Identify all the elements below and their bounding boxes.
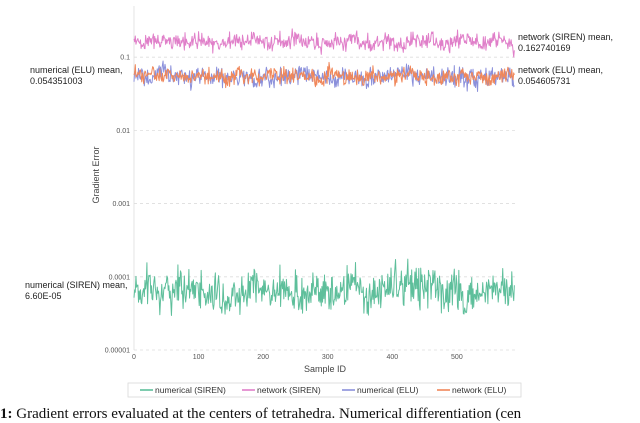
y-tick-label: 0.001 bbox=[112, 201, 130, 208]
legend-box bbox=[127, 382, 522, 398]
mean-annotation-text: network (SIREN) mean, bbox=[518, 32, 613, 42]
series-line bbox=[133, 61, 515, 89]
gradient-error-chart: 0.1 0.01 0.001 0.0001 0.00001 0 100 200 300 400 5… bbox=[25, 6, 614, 398]
mean-annotation-text: 0.054351003 bbox=[30, 76, 83, 86]
series-lines bbox=[133, 28, 515, 316]
y-tick-label: 0.0001 bbox=[109, 274, 131, 281]
y-tick-label: 0.01 bbox=[116, 128, 130, 135]
x-tick-label: 0 bbox=[132, 354, 136, 361]
legend: numerical (SIREN) network (SIREN) numerica… bbox=[140, 385, 506, 395]
y-axis-label: Gradient Error bbox=[91, 146, 101, 203]
x-tick-label: 300 bbox=[322, 354, 334, 361]
x-tick-label: 200 bbox=[257, 354, 269, 361]
y-tick-label: 0.00001 bbox=[105, 348, 130, 355]
legend-label: numerical (SIREN) bbox=[155, 385, 226, 395]
caption-label: 1: bbox=[0, 406, 13, 422]
y-axis-ticks: 0.1 0.01 0.001 0.0001 0.00001 bbox=[105, 55, 130, 355]
legend-label: numerical (ELU) bbox=[357, 385, 419, 395]
caption-text: Gradient errors evaluated at the centers… bbox=[12, 406, 522, 422]
mean-annotation-text: numerical (SIREN) mean, bbox=[25, 280, 128, 290]
mean-annotation-text: 0.162740169 bbox=[518, 43, 571, 53]
mean-annotation-text: numerical (ELU) mean, bbox=[30, 65, 123, 75]
mean-annotation-text: 6.60E-05 bbox=[25, 291, 62, 301]
x-axis-ticks: 0 100 200 300 400 500 bbox=[132, 354, 463, 361]
series-line bbox=[133, 258, 515, 316]
legend-label: network (SIREN) bbox=[257, 385, 321, 395]
mean-annotations: numerical (ELU) mean,0.054351003 numerica… bbox=[25, 32, 613, 301]
x-axis-label: Sample ID bbox=[304, 364, 347, 374]
mean-annotation-text: 0.054605731 bbox=[518, 76, 571, 86]
y-tick-label: 0.1 bbox=[120, 55, 130, 62]
x-tick-label: 100 bbox=[193, 354, 205, 361]
x-tick-label: 500 bbox=[451, 354, 463, 361]
legend-label: network (ELU) bbox=[452, 385, 506, 395]
figure-caption: 1: Gradient errors evaluated at the cent… bbox=[0, 406, 640, 423]
x-tick-label: 400 bbox=[386, 354, 398, 361]
mean-annotation-text: network (ELU) mean, bbox=[518, 65, 603, 75]
series-line bbox=[133, 28, 515, 58]
